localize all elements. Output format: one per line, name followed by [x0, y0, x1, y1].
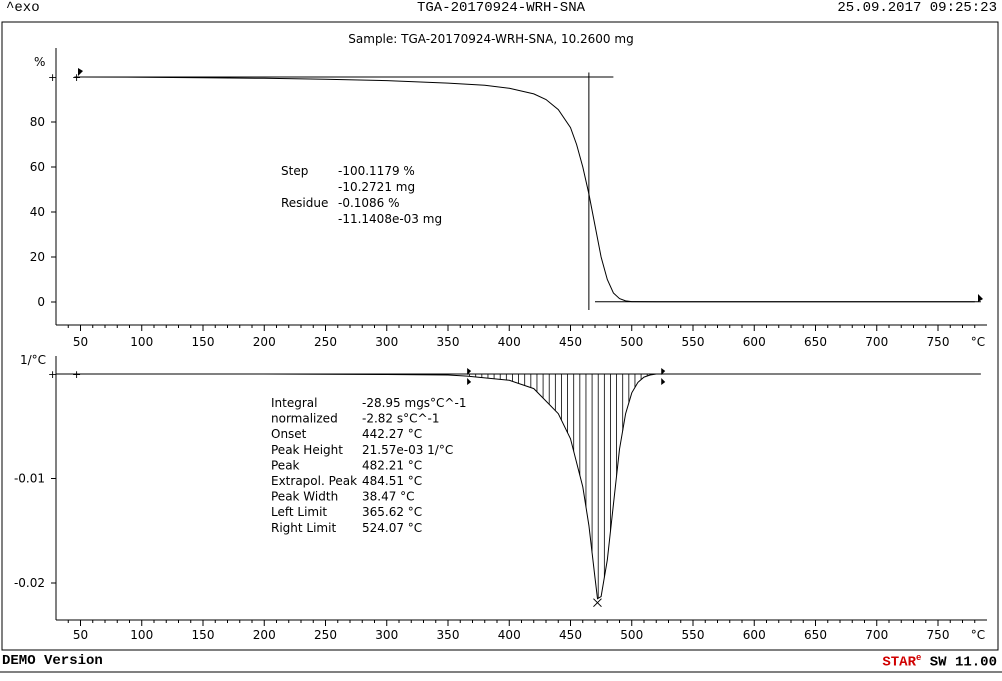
tga-x-tick-label: 300: [375, 335, 398, 349]
tga-eval-label: Step: [281, 164, 308, 178]
dtg-eval-value: 484.51 °C: [362, 474, 422, 488]
dtg-x-tick-label: 700: [865, 628, 888, 642]
dtg-y-tick-label: -0.01: [14, 472, 45, 486]
dtg-eval-label: Onset: [271, 427, 307, 441]
exo-text: exo: [14, 0, 40, 16]
tga-start-marker: +: [72, 71, 81, 84]
dtg-eval-label: Left Limit: [271, 505, 327, 519]
demo-version-label: DEMO Version: [2, 653, 103, 669]
dtg-start-marker: +: [72, 368, 81, 381]
tga-eval-value: -11.1408e-03 mg: [338, 212, 442, 226]
tga-x-tick-label: 250: [314, 335, 337, 349]
dtg-x-tick-label: 600: [743, 628, 766, 642]
document-title: TGA-20170924-WRH-SNA: [416, 0, 586, 16]
dtg-eval-value: 365.62 °C: [362, 505, 422, 519]
sw-version: SW 11.00: [921, 654, 997, 671]
tga-x-tick-label: 150: [192, 335, 215, 349]
tga-x-tick-label: 200: [253, 335, 276, 349]
tga-x-tick-label: 350: [437, 335, 460, 349]
dtg-x-unit: °C: [971, 628, 985, 642]
tga-x-tick-label: 550: [682, 335, 705, 349]
dtg-right-limit-flag: [661, 368, 666, 385]
dtg-eval-value: 482.21 °C: [362, 458, 422, 472]
dtg-eval-value: 524.07 °C: [362, 521, 422, 535]
tga-y-tick-label: 80: [30, 115, 45, 129]
dtg-x-tick-label: 650: [804, 628, 827, 642]
tga-x-tick-label: 650: [804, 335, 827, 349]
tga-y-unit: %: [34, 55, 45, 69]
tga-limit-flag-left: [78, 68, 83, 76]
dtg-x-tick-label: 350: [437, 628, 460, 642]
dtg-eval-value: 38.47 °C: [362, 490, 415, 504]
dtg-left-limit-flag: [467, 368, 472, 385]
dtg-eval-label: Peak: [271, 458, 300, 472]
tga-x-tick-label: 100: [130, 335, 153, 349]
dtg-peak-marker: [593, 598, 602, 608]
dtg-panel: 1/°C -0.01 -0.02 50 100 150 200 250 300 350 400 450…: [14, 353, 987, 642]
dtg-x-tick-label: 100: [130, 628, 153, 642]
dtg-eval-label: normalized: [271, 412, 338, 426]
tga-x-unit: °C: [971, 335, 985, 349]
dtg-eval-value: 21.57e-03 1/°C: [362, 443, 453, 457]
dtg-eval-label: Integral: [271, 396, 317, 410]
dtg-y-unit: 1/°C: [20, 353, 46, 367]
dtg-x-tick-label: 550: [682, 628, 705, 642]
dtg-eval-value: -28.95 mgs°C^-1: [362, 396, 466, 410]
dtg-eval-label: Right Limit: [271, 521, 336, 535]
dtg-eval-label: Peak Height: [271, 443, 343, 457]
dtg-eval-label: Extrapol. Peak: [271, 474, 357, 488]
tga-start-marker-left: +: [48, 71, 57, 84]
exo-caret-icon: ^: [6, 0, 15, 16]
tga-x-tick-label: 500: [620, 335, 643, 349]
dtg-x-tick-label: 500: [620, 628, 643, 642]
software-version: STARe SW 11.00: [882, 653, 997, 671]
dtg-x-tick-label: 300: [375, 628, 398, 642]
tga-x-tick-label: 450: [559, 335, 582, 349]
tga-y-tick-label: 20: [30, 250, 45, 264]
tga-x-tick-label: 600: [743, 335, 766, 349]
dtg-x-tick-label: 150: [192, 628, 215, 642]
dtg-curve: [80, 373, 975, 600]
tga-y-tick-label: 0: [37, 295, 45, 309]
tga-limit-flag-right: [978, 294, 983, 302]
dtg-y-tick-label: -0.02: [14, 576, 45, 590]
tga-eval-value: -100.1179 %: [338, 164, 415, 178]
tga-y-tick-label: 40: [30, 205, 45, 219]
dtg-x-tick-label: 400: [498, 628, 521, 642]
tga-eval-label: Residue: [281, 196, 328, 210]
tga-panel: Sample: TGA-20170924-WRH-SNA, 10.2600 mg…: [30, 32, 987, 349]
tga-eval-value: -0.1086 %: [338, 196, 400, 210]
dtg-x-tick-label: 450: [559, 628, 582, 642]
tga-x-tick-label: 50: [73, 335, 88, 349]
outer-frame: [1, 21, 999, 651]
star-logo-sup: e: [915, 653, 922, 663]
tga-curve: [80, 76, 975, 303]
dtg-eval-label: Peak Width: [271, 490, 338, 504]
tga-y-tick-label: 60: [30, 160, 45, 174]
dtg-eval-value: -2.82 s°C^-1: [362, 412, 440, 426]
tga-x-tick-label: 700: [865, 335, 888, 349]
tga-x-tick-label: 750: [927, 335, 950, 349]
dtg-x-tick-label: 50: [73, 628, 88, 642]
star-logo: STAR: [882, 654, 916, 671]
tga-title: Sample: TGA-20170924-WRH-SNA, 10.2600 mg: [348, 32, 633, 46]
header-datetime: 25.09.2017 09:25:23: [837, 0, 997, 16]
dtg-eval-value: 442.27 °C: [362, 427, 422, 441]
tga-eval-value: -10.2721 mg: [338, 180, 415, 194]
exo-label: ^exo: [6, 0, 40, 16]
dtg-x-tick-label: 750: [927, 628, 950, 642]
tga-x-tick-label: 400: [498, 335, 521, 349]
dtg-start-marker-left: +: [48, 368, 57, 381]
dtg-x-tick-label: 250: [314, 628, 337, 642]
dtg-x-tick-label: 200: [253, 628, 276, 642]
